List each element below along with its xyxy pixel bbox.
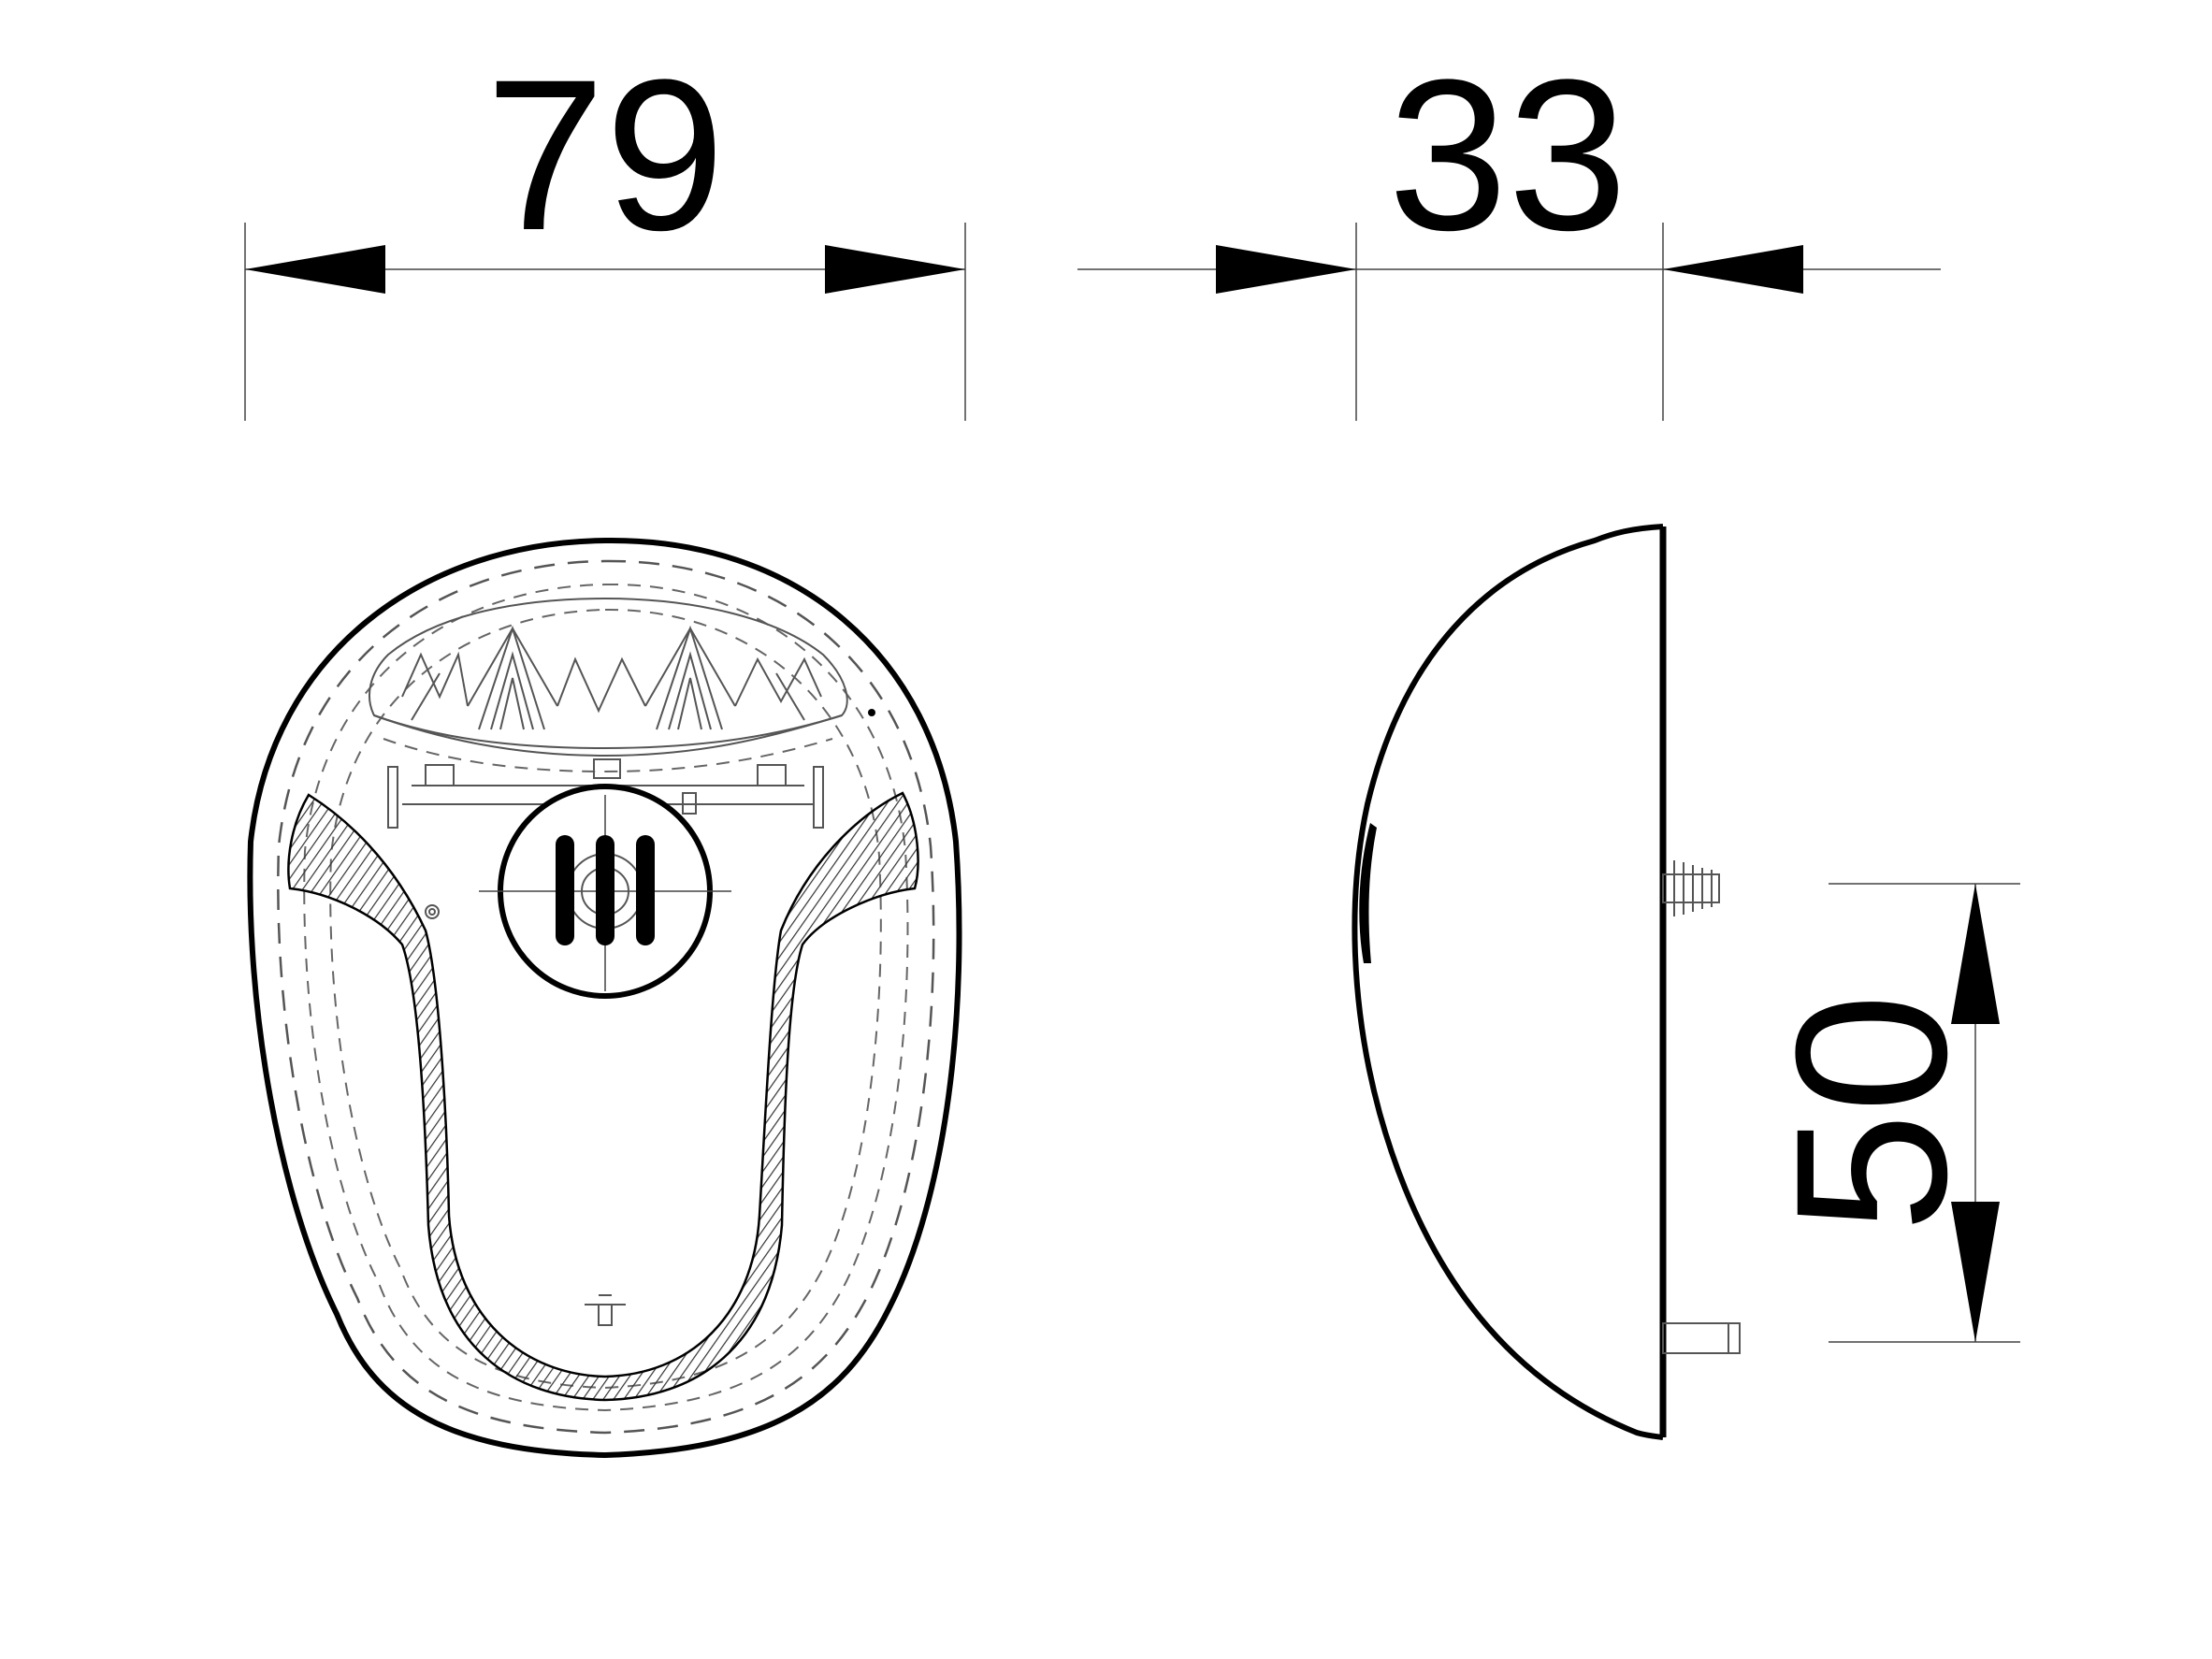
side-lens-bulge — [1359, 823, 1377, 963]
depth-value: 33 — [1388, 35, 1627, 275]
width-arrow-left — [245, 245, 385, 294]
height-dimension: 50 — [1751, 883, 2020, 1343]
led-prism-right — [644, 625, 736, 730]
height-value: 50 — [1751, 993, 1991, 1233]
connector-slot-center — [596, 835, 614, 945]
width-value: 79 — [485, 35, 725, 275]
corner-dot — [868, 709, 875, 716]
screw-marker — [425, 904, 440, 919]
led-prism-left — [467, 625, 558, 730]
connector-slot-right — [636, 835, 655, 945]
depth-arrow-right — [1663, 245, 1803, 294]
lens-dashed-line — [383, 738, 833, 773]
side-view — [1352, 524, 1741, 1440]
reflector-band-hatched — [287, 791, 919, 1402]
front-view — [247, 537, 962, 1458]
depth-arrow-left — [1216, 245, 1356, 294]
front-inner-contour-1 — [277, 559, 935, 1435]
height-arrow-bottom — [1951, 1202, 2000, 1342]
lens-facets — [401, 651, 822, 721]
side-connector-pin — [1662, 860, 1720, 916]
connector-slot-left — [556, 835, 574, 945]
height-arrow-top — [1951, 884, 2000, 1024]
screw-marker-inner — [428, 908, 436, 916]
lens-outline — [369, 597, 848, 750]
side-bottom-pin — [1662, 1322, 1741, 1354]
center-connector — [479, 784, 731, 999]
side-curved-profile — [1352, 524, 1664, 1440]
front-outer-outline — [247, 537, 962, 1458]
lens-inner-line — [373, 714, 843, 757]
width-arrow-right — [825, 245, 965, 294]
width-dimension: 79 — [244, 35, 966, 421]
depth-dimension: 33 — [1077, 35, 1941, 421]
bottom-screw-marker — [585, 1294, 626, 1326]
